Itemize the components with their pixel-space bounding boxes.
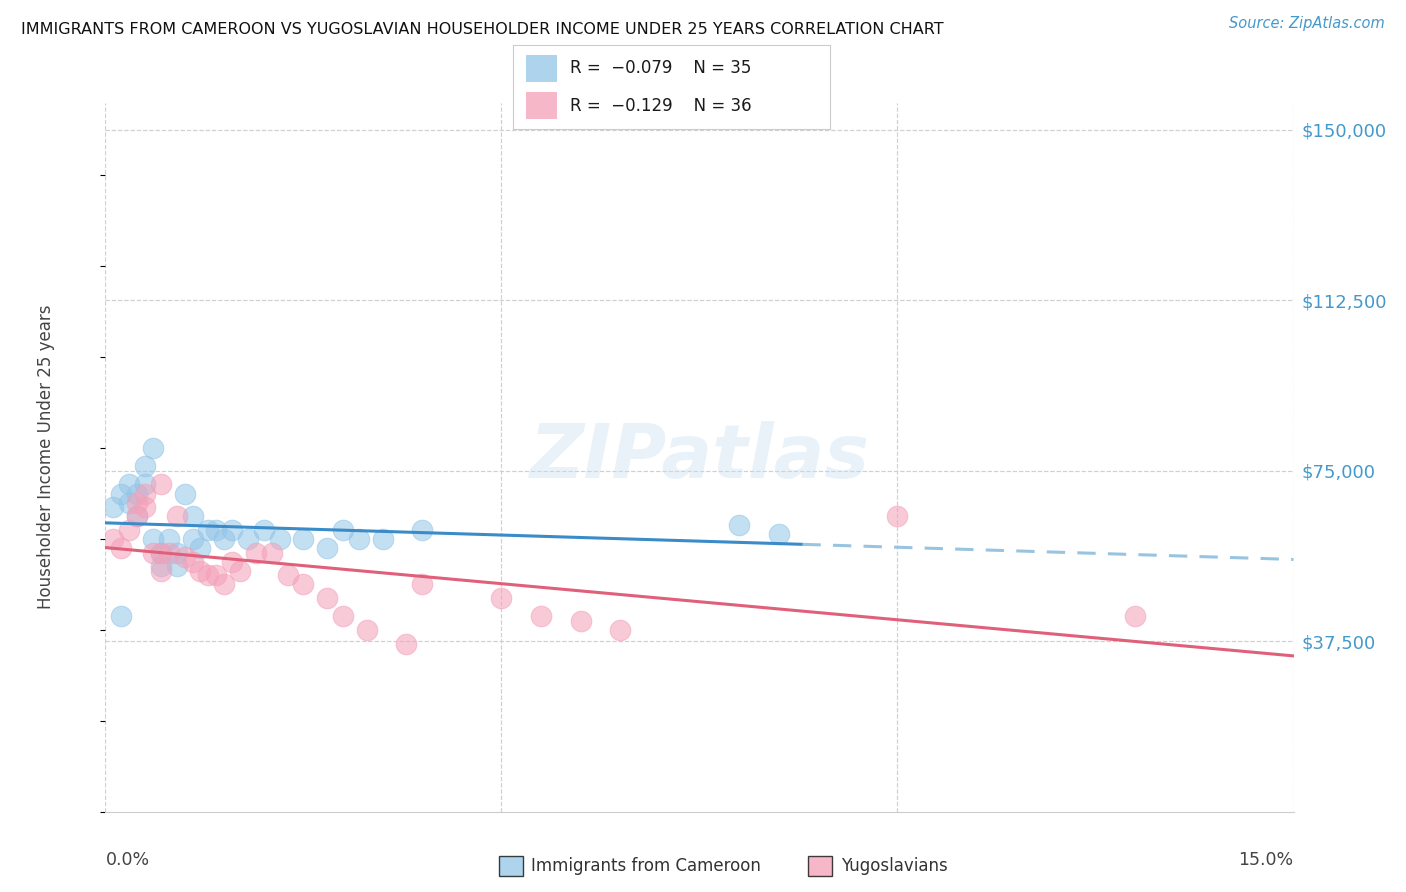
Point bbox=[127, 486, 149, 500]
Point bbox=[411, 523, 433, 537]
Text: R =  −0.129    N = 36: R = −0.129 N = 36 bbox=[571, 96, 752, 114]
Point bbox=[236, 532, 259, 546]
Point bbox=[292, 577, 315, 591]
Point bbox=[347, 532, 370, 546]
Text: Source: ZipAtlas.com: Source: ZipAtlas.com bbox=[1229, 16, 1385, 31]
Point bbox=[411, 577, 433, 591]
Point bbox=[118, 477, 141, 491]
Point bbox=[110, 609, 132, 624]
Point bbox=[181, 509, 204, 524]
Point bbox=[157, 546, 180, 560]
Point bbox=[260, 546, 283, 560]
Point bbox=[371, 532, 394, 546]
Point bbox=[103, 532, 125, 546]
Text: R =  −0.079    N = 35: R = −0.079 N = 35 bbox=[571, 60, 752, 78]
Point bbox=[166, 546, 188, 560]
Text: Householder Income Under 25 years: Householder Income Under 25 years bbox=[37, 305, 55, 609]
Point bbox=[149, 546, 172, 560]
Point bbox=[221, 555, 243, 569]
Bar bbox=[526, 54, 557, 82]
Point bbox=[134, 486, 156, 500]
Point bbox=[134, 500, 156, 515]
Point bbox=[190, 541, 212, 555]
Point bbox=[395, 636, 418, 650]
Point bbox=[229, 564, 252, 578]
Point bbox=[768, 527, 790, 541]
Point bbox=[173, 550, 195, 565]
Point bbox=[1123, 609, 1146, 624]
Point bbox=[181, 555, 204, 569]
Point bbox=[214, 532, 236, 546]
Point bbox=[491, 591, 513, 605]
Text: 15.0%: 15.0% bbox=[1239, 851, 1294, 869]
Point bbox=[142, 546, 165, 560]
Point bbox=[118, 523, 141, 537]
Point bbox=[127, 509, 149, 524]
Point bbox=[609, 623, 631, 637]
Point bbox=[277, 568, 299, 582]
Point bbox=[205, 568, 228, 582]
Point bbox=[181, 532, 204, 546]
Point bbox=[149, 477, 172, 491]
Point bbox=[127, 509, 149, 524]
Point bbox=[134, 459, 156, 474]
Point bbox=[142, 532, 165, 546]
Point bbox=[110, 486, 132, 500]
Point bbox=[292, 532, 315, 546]
Point bbox=[332, 609, 354, 624]
Point bbox=[205, 523, 228, 537]
Point bbox=[332, 523, 354, 537]
Point bbox=[569, 614, 592, 628]
Point bbox=[886, 509, 908, 524]
Point bbox=[149, 559, 172, 574]
Point bbox=[166, 509, 188, 524]
Point bbox=[157, 532, 180, 546]
Bar bbox=[526, 92, 557, 120]
Point bbox=[110, 541, 132, 555]
Point bbox=[728, 518, 751, 533]
Point bbox=[149, 546, 172, 560]
Point bbox=[530, 609, 553, 624]
Point bbox=[316, 541, 339, 555]
Text: IMMIGRANTS FROM CAMEROON VS YUGOSLAVIAN HOUSEHOLDER INCOME UNDER 25 YEARS CORREL: IMMIGRANTS FROM CAMEROON VS YUGOSLAVIAN … bbox=[21, 22, 943, 37]
Point bbox=[134, 477, 156, 491]
Point bbox=[356, 623, 378, 637]
Point bbox=[245, 546, 267, 560]
Point bbox=[173, 486, 195, 500]
Point bbox=[253, 523, 276, 537]
Point bbox=[118, 495, 141, 509]
Point bbox=[197, 523, 219, 537]
Point bbox=[142, 441, 165, 455]
Point bbox=[166, 559, 188, 574]
Point bbox=[197, 568, 219, 582]
Point bbox=[190, 564, 212, 578]
Point bbox=[214, 577, 236, 591]
Text: ZIPatlas: ZIPatlas bbox=[530, 421, 869, 493]
Point bbox=[269, 532, 291, 546]
Point bbox=[316, 591, 339, 605]
Text: 0.0%: 0.0% bbox=[105, 851, 149, 869]
Text: Immigrants from Cameroon: Immigrants from Cameroon bbox=[531, 857, 761, 875]
Point bbox=[149, 564, 172, 578]
Text: Yugoslavians: Yugoslavians bbox=[841, 857, 948, 875]
Point bbox=[103, 500, 125, 515]
Point bbox=[221, 523, 243, 537]
Point bbox=[127, 495, 149, 509]
